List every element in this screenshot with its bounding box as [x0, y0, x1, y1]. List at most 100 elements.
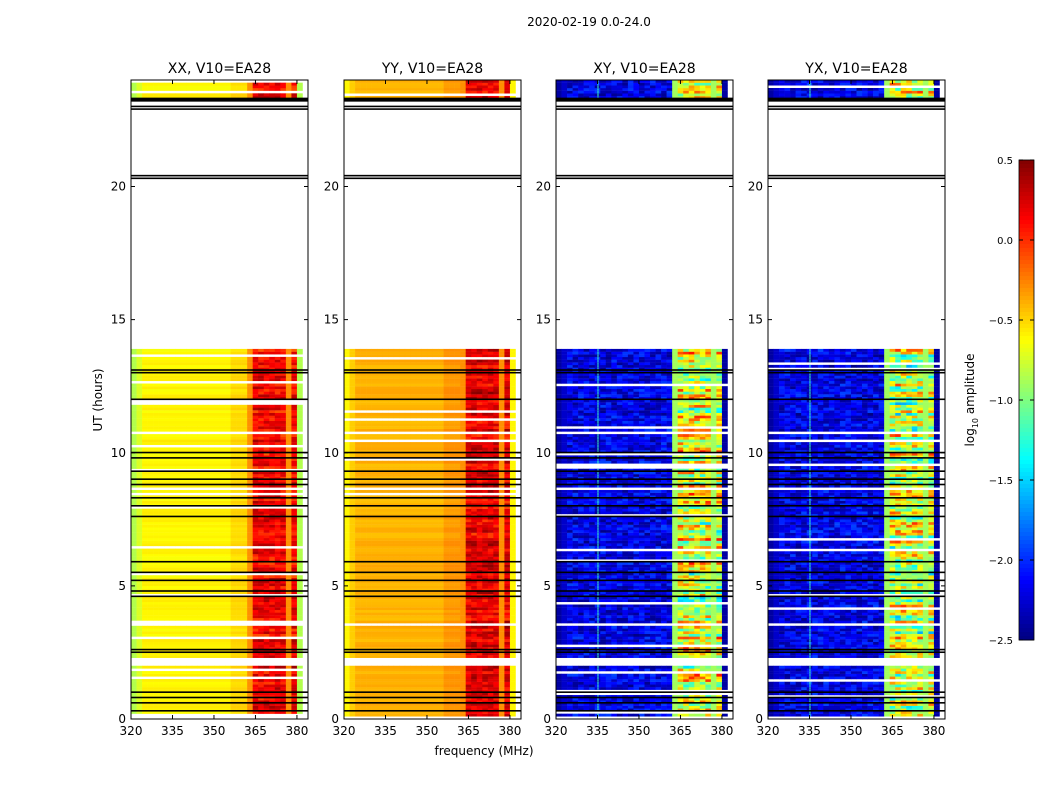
flagged-row: [131, 372, 308, 374]
y-tick-label: 20: [324, 180, 339, 194]
flagged-row: [344, 702, 521, 704]
colorbar-swatch: [1019, 432, 1034, 437]
colorbar-swatch: [1019, 348, 1034, 353]
colorbar-swatch: [1019, 376, 1034, 381]
flagged-row: [768, 108, 945, 110]
colorbar-swatch: [1019, 472, 1034, 477]
y-tick-label: 15: [536, 313, 551, 327]
flagged-row: [768, 178, 945, 180]
colorbar-swatch: [1019, 240, 1034, 245]
x-tick-label: 320: [757, 724, 780, 738]
colorbar-swatch: [1019, 248, 1034, 253]
y-tick-label: 10: [324, 446, 339, 460]
flagged-row: [131, 691, 308, 693]
x-tick-label: 350: [628, 724, 651, 738]
colorbar-swatch: [1019, 340, 1034, 345]
colorbar-swatch: [1019, 504, 1034, 509]
flagged-row: [556, 470, 733, 472]
colorbar-swatch: [1019, 400, 1034, 405]
flagged-row: [768, 691, 945, 693]
colorbar-swatch: [1019, 312, 1034, 317]
colorbar-swatch: [1019, 436, 1034, 441]
flagged-row: [768, 470, 945, 472]
colorbar-swatch: [1019, 308, 1034, 313]
flagged-row: [768, 516, 945, 518]
colorbar-swatch: [1019, 580, 1034, 585]
colorbar-swatch: [1019, 392, 1034, 397]
flagged-row: [131, 596, 308, 598]
flagged-row: [344, 452, 521, 454]
x-tick-label: 380: [710, 724, 733, 738]
flagged-row: [344, 710, 521, 712]
colorbar-swatch: [1019, 252, 1034, 257]
flagged-row: [344, 697, 521, 699]
flagged-row: [556, 457, 733, 459]
colorbar-swatch: [1019, 544, 1034, 549]
flagged-row: [768, 452, 945, 454]
x-axis-label: frequency (MHz): [434, 744, 533, 758]
x-tick-label: 335: [161, 724, 184, 738]
flagged-row: [131, 457, 308, 459]
x-tick-label: 380: [922, 724, 945, 738]
flagged-row: [131, 178, 308, 180]
flagged-row: [131, 572, 308, 574]
flagged-row: [556, 369, 733, 371]
flagged-row: [344, 497, 521, 499]
y-tick-label: 5: [118, 579, 126, 593]
colorbar-swatch: [1019, 452, 1034, 457]
flagged-row: [131, 702, 308, 704]
y-tick-label: 20: [111, 180, 126, 194]
flagged-row: [344, 516, 521, 518]
flagged-row: [556, 98, 733, 102]
colorbar-swatch: [1019, 224, 1034, 229]
flagged-row: [768, 710, 945, 712]
flagged-row: [768, 561, 945, 563]
figure: 2020-02-19 0.0-24.0 frequency (MHz) UT (…: [0, 0, 1050, 800]
colorbar-swatch: [1019, 520, 1034, 525]
y-tick-label: 10: [111, 446, 126, 460]
flagged-row: [556, 691, 733, 693]
colorbar-swatch: [1019, 516, 1034, 521]
flagged-row: [131, 369, 308, 371]
colorbar-swatch: [1019, 528, 1034, 533]
flagged-row: [556, 697, 733, 699]
flagged-row: [344, 399, 521, 401]
colorbar: 0.50.0−0.5−1.0−1.5−2.0−2.5: [989, 156, 1034, 647]
colorbar-swatch: [1019, 324, 1034, 329]
colorbar-swatch: [1019, 592, 1034, 597]
flagged-row: [131, 516, 308, 518]
y-tick-label: 5: [755, 579, 763, 593]
flagged-row: [344, 457, 521, 459]
colorbar-tick-label: −1.0: [989, 396, 1013, 407]
y-tick-label: 15: [748, 313, 763, 327]
colorbar-swatch: [1019, 444, 1034, 449]
figure-title: 2020-02-19 0.0-24.0: [527, 15, 651, 29]
flagged-row: [131, 478, 308, 480]
flagged-row: [344, 691, 521, 693]
flagged-row: [344, 478, 521, 480]
colorbar-swatch: [1019, 588, 1034, 593]
colorbar-label: log10 amplitude: [963, 354, 980, 447]
colorbar-swatch: [1019, 532, 1034, 537]
flagged-row: [556, 497, 733, 499]
colorbar-swatch: [1019, 388, 1034, 393]
flagged-row: [131, 697, 308, 699]
flagged-row: [768, 590, 945, 592]
panel-title: YX, V10=EA28: [804, 61, 907, 77]
colorbar-swatch: [1019, 280, 1034, 285]
colorbar-swatch: [1019, 500, 1034, 505]
flagged-row: [556, 516, 733, 518]
colorbar-swatch: [1019, 176, 1034, 181]
flagged-row: [768, 457, 945, 459]
colorbar-swatch: [1019, 232, 1034, 237]
flagged-row: [768, 572, 945, 574]
x-tick-label: 350: [840, 724, 863, 738]
x-tick-label: 320: [545, 724, 568, 738]
flagged-row: [344, 98, 521, 102]
colorbar-swatch: [1019, 572, 1034, 577]
flagged-row: [131, 580, 308, 582]
flagged-row: [768, 175, 945, 177]
flagged-row: [556, 452, 733, 454]
